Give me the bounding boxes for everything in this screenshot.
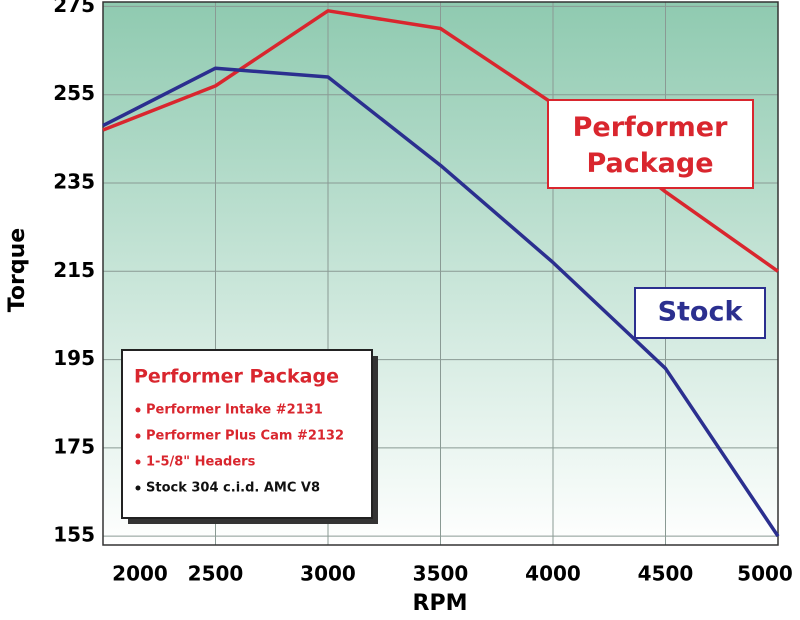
y-tick-label: 175 <box>53 434 95 458</box>
legend-bullet <box>135 407 141 413</box>
legend-item: Performer Plus Cam #2132 <box>146 429 344 444</box>
legend-item: Performer Intake #2131 <box>146 403 323 418</box>
line-series <box>102 66 780 538</box>
y-tick-label: 215 <box>53 258 95 282</box>
x-tick-label: 5000 <box>737 562 793 586</box>
label-box <box>547 99 754 189</box>
line-series <box>102 9 780 273</box>
legend-box <box>121 349 373 519</box>
y-tick-label: 275 <box>53 0 95 17</box>
x-tick-label: 3000 <box>300 562 356 586</box>
legend-bullet <box>135 433 141 439</box>
y-tick-label: 155 <box>53 523 95 547</box>
legend-item: 1-5/8" Headers <box>146 455 256 470</box>
y-tick-label: 195 <box>53 346 95 370</box>
x-tick-label: 4000 <box>525 562 581 586</box>
x-tick-label: 3500 <box>413 562 469 586</box>
x-tick-label: 2000 <box>112 562 168 586</box>
x-tick-label: 4500 <box>638 562 694 586</box>
legend-bullet <box>135 459 141 465</box>
y-tick-label: 255 <box>53 81 95 105</box>
legend-title: Performer Package <box>134 366 339 388</box>
y-axis-label: Torque <box>5 228 30 312</box>
legend-item: Stock 304 c.i.d. AMC V8 <box>146 481 320 496</box>
plot-border <box>102 1 779 546</box>
legend-bullet <box>135 485 141 491</box>
series-label: Stock <box>658 297 744 328</box>
label-box <box>634 287 766 339</box>
x-tick-label: 2500 <box>188 562 244 586</box>
x-axis-label: RPM <box>413 591 468 616</box>
y-tick-label: 235 <box>53 170 95 194</box>
series-label: Performer Package <box>573 112 728 179</box>
